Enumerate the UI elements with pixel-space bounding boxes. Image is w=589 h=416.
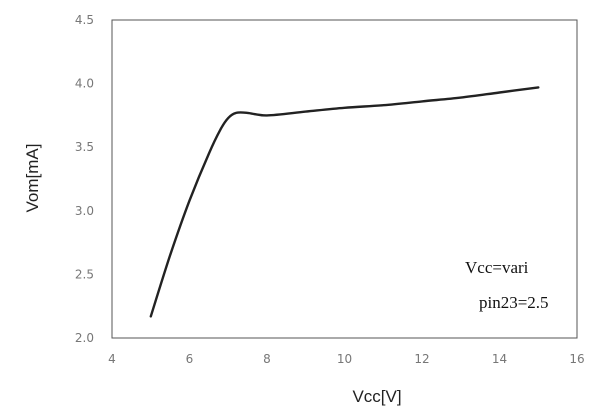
y-axis-label: Vom[mA] <box>23 144 42 213</box>
y-tick-label: 3.0 <box>75 204 94 218</box>
x-axis-label: Vcc[V] <box>352 387 401 406</box>
x-tick-label: 10 <box>337 352 352 366</box>
y-tick-label: 4.0 <box>75 77 94 91</box>
annotation-vcc: Vcc=vari <box>465 258 529 277</box>
x-tick-label: 14 <box>492 352 507 366</box>
y-tick-label: 2.0 <box>75 331 94 345</box>
x-tick-label: 12 <box>414 352 429 366</box>
y-tick-label: 4.5 <box>75 13 94 27</box>
y-tick-labels: 2.0 2.5 3.0 3.5 4.0 4.5 <box>75 13 94 345</box>
annotation-pin23: pin23=2.5 <box>479 293 549 312</box>
x-tick-label: 8 <box>263 352 271 366</box>
series-layer <box>149 86 540 318</box>
y-tick-label: 3.5 <box>75 140 94 154</box>
x-tick-labels: 4 6 8 10 12 14 16 <box>108 352 584 366</box>
x-tick-label: 4 <box>108 352 116 366</box>
series-line <box>149 86 540 318</box>
x-tick-label: 6 <box>186 352 194 366</box>
x-tick-label: 16 <box>569 352 584 366</box>
plot-area-frame <box>111 19 578 339</box>
y-tick-label: 2.5 <box>75 267 94 281</box>
